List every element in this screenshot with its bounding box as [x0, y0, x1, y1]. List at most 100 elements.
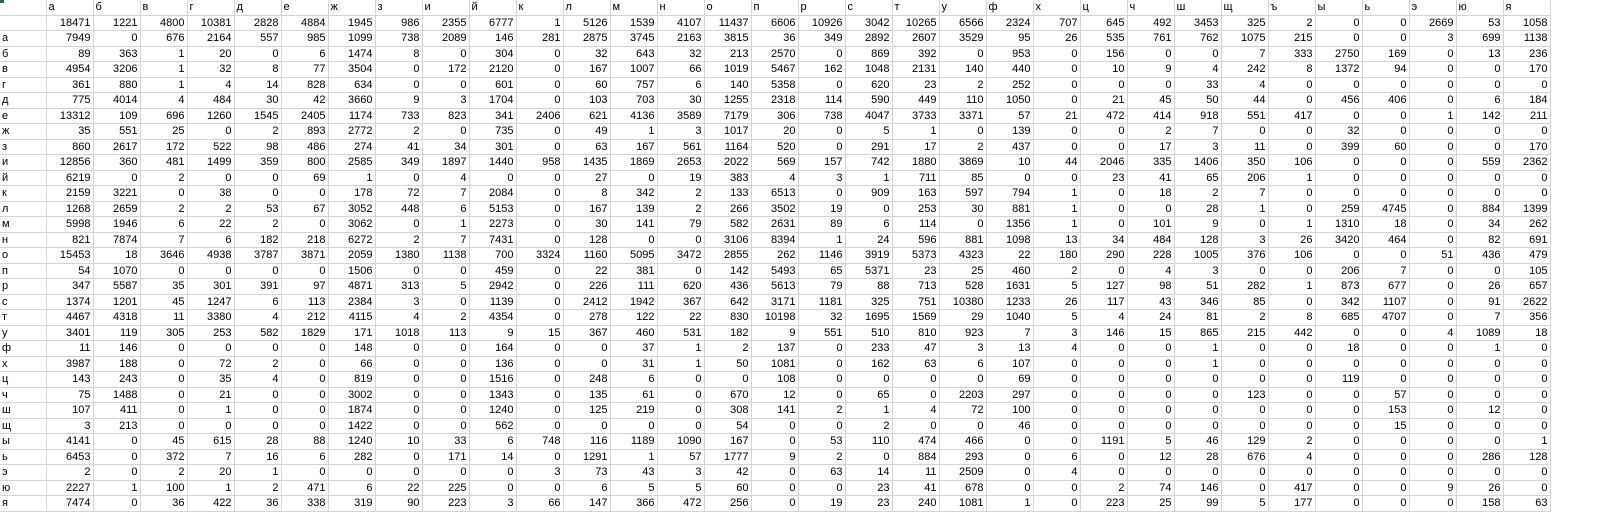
data-cell[interactable]: 6777 — [469, 15, 517, 31]
data-cell[interactable]: 136 — [469, 356, 517, 372]
data-cell[interactable]: 262 — [1503, 216, 1551, 233]
data-cell[interactable]: 53 — [798, 433, 846, 450]
data-cell[interactable]: 0 — [1315, 356, 1363, 372]
column-header-cell[interactable]: з — [375, 0, 423, 16]
data-cell[interactable]: 281 — [516, 30, 564, 47]
data-cell[interactable]: 6 — [939, 356, 987, 372]
data-cell[interactable]: 41 — [1127, 170, 1175, 186]
data-cell[interactable]: 79 — [798, 278, 846, 295]
data-cell[interactable]: 6 — [1456, 92, 1504, 109]
data-cell[interactable]: 0 — [1127, 340, 1175, 357]
data-cell[interactable]: 0 — [1409, 92, 1457, 109]
data-cell[interactable]: 2159 — [46, 185, 94, 202]
data-cell[interactable]: 738 — [798, 108, 846, 124]
data-cell[interactable]: 1099 — [328, 30, 376, 47]
data-cell[interactable]: 18 — [1315, 340, 1363, 357]
data-cell[interactable]: 472 — [657, 495, 705, 512]
data-cell[interactable]: 77 — [281, 61, 329, 78]
data-cell[interactable]: 5 — [1221, 495, 1269, 512]
data-cell[interactable]: 23 — [892, 77, 940, 93]
data-cell[interactable]: 615 — [187, 433, 235, 450]
data-cell[interactable]: 865 — [1174, 325, 1222, 341]
data-cell[interactable]: 696 — [140, 108, 188, 124]
data-cell[interactable]: 45 — [140, 433, 188, 450]
data-cell[interactable]: 0 — [704, 371, 752, 388]
data-cell[interactable]: 6 — [140, 216, 188, 233]
data-cell[interactable]: 206 — [1221, 170, 1269, 186]
data-cell[interactable]: 65 — [845, 387, 893, 403]
data-cell[interactable]: 211 — [1503, 108, 1551, 124]
data-cell[interactable]: 2412 — [563, 294, 611, 310]
data-cell[interactable]: 212 — [281, 309, 329, 326]
data-cell[interactable]: 0 — [422, 464, 470, 481]
data-cell[interactable]: 7 — [187, 449, 235, 465]
data-cell[interactable]: 2 — [657, 201, 705, 217]
data-cell[interactable]: 0 — [986, 464, 1034, 481]
data-cell[interactable]: 1201 — [93, 294, 141, 310]
data-cell[interactable]: 4871 — [328, 278, 376, 295]
data-cell[interactable]: 0 — [986, 170, 1034, 186]
data-cell[interactable]: 0 — [1174, 464, 1222, 481]
data-cell[interactable]: 45 — [140, 294, 188, 310]
data-cell[interactable]: 4 — [1174, 61, 1222, 78]
data-cell[interactable]: 25 — [140, 123, 188, 140]
data-cell[interactable]: 0 — [93, 170, 141, 186]
data-cell[interactable]: 10 — [986, 154, 1034, 171]
data-cell[interactable]: 3380 — [187, 309, 235, 326]
data-cell[interactable]: 3472 — [657, 247, 705, 264]
data-cell[interactable]: 0 — [516, 340, 564, 357]
data-cell[interactable]: 4354 — [469, 309, 517, 326]
data-cell[interactable]: 0 — [798, 480, 846, 496]
data-cell[interactable]: 9 — [469, 325, 517, 341]
data-cell[interactable]: 484 — [187, 92, 235, 109]
data-cell[interactable]: 986 — [375, 15, 423, 31]
data-cell[interactable]: 42 — [281, 92, 329, 109]
data-cell[interactable]: 129 — [1221, 433, 1269, 450]
data-cell[interactable]: 0 — [1456, 433, 1504, 450]
data-cell[interactable]: 0 — [422, 46, 470, 62]
data-cell[interactable]: 0 — [798, 77, 846, 93]
data-cell[interactable]: 127 — [1080, 278, 1128, 295]
data-cell[interactable]: 0 — [422, 402, 470, 419]
data-cell[interactable]: 2 — [140, 464, 188, 481]
data-cell[interactable]: 1 — [610, 123, 658, 140]
row-label-cell[interactable]: щ — [0, 418, 47, 434]
data-cell[interactable]: 0 — [1503, 371, 1551, 388]
data-cell[interactable]: 0 — [1315, 170, 1363, 186]
data-cell[interactable]: 0 — [375, 387, 423, 403]
data-cell[interactable]: 188 — [93, 356, 141, 372]
data-cell[interactable]: 215 — [1268, 30, 1316, 47]
data-cell[interactable]: 21 — [1033, 108, 1081, 124]
data-cell[interactable]: 361 — [46, 77, 94, 93]
data-cell[interactable]: 442 — [1268, 325, 1316, 341]
data-cell[interactable]: 14 — [469, 449, 517, 465]
data-cell[interactable]: 748 — [516, 433, 564, 450]
data-cell[interactable]: 0 — [798, 371, 846, 388]
data-cell[interactable]: 0 — [1409, 201, 1457, 217]
data-cell[interactable]: 0 — [1080, 449, 1128, 465]
data-cell[interactable]: 582 — [234, 325, 282, 341]
data-cell[interactable]: 2 — [46, 464, 94, 481]
data-cell[interactable]: 1 — [328, 170, 376, 186]
data-cell[interactable]: 800 — [281, 154, 329, 171]
data-cell[interactable]: 0 — [986, 433, 1034, 450]
data-cell[interactable]: 0 — [516, 170, 564, 186]
data-cell[interactable]: 0 — [610, 170, 658, 186]
data-cell[interactable]: 6 — [610, 371, 658, 388]
data-cell[interactable]: 54 — [46, 263, 94, 279]
data-cell[interactable]: 107 — [986, 356, 1034, 372]
data-cell[interactable]: 256 — [704, 495, 752, 512]
data-cell[interactable]: 110 — [845, 433, 893, 450]
data-cell[interactable]: 356 — [1503, 309, 1551, 326]
data-cell[interactable]: 2 — [422, 309, 470, 326]
data-cell[interactable]: 19 — [798, 201, 846, 217]
data-cell[interactable]: 23 — [1080, 170, 1128, 186]
data-cell[interactable]: 2324 — [986, 15, 1034, 31]
data-cell[interactable]: 0 — [1409, 294, 1457, 310]
data-cell[interactable]: 0 — [140, 340, 188, 357]
data-cell[interactable]: 531 — [657, 325, 705, 341]
row-label-cell[interactable]: б — [0, 46, 47, 62]
data-cell[interactable]: 65 — [1174, 170, 1222, 186]
data-cell[interactable]: 551 — [1221, 108, 1269, 124]
data-cell[interactable]: 620 — [657, 278, 705, 295]
